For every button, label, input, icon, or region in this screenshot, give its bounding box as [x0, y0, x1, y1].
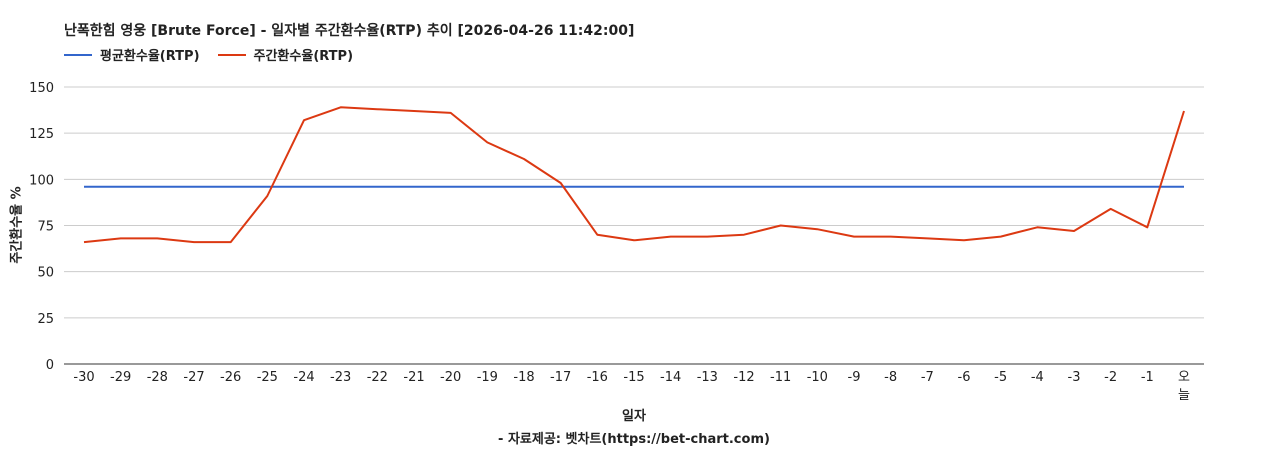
y-tick-label: 75: [37, 220, 54, 235]
x-tick-label: -25: [257, 370, 278, 385]
x-tick-label: -11: [770, 370, 791, 385]
y-tick-label: 150: [29, 81, 54, 96]
legend-swatch-weekly: [217, 53, 246, 56]
y-tick-label: 50: [37, 266, 54, 281]
x-tick-label: -29: [110, 370, 131, 385]
x-axis-title: 일자: [622, 409, 646, 424]
legend-item-average[interactable]: 평균환수율(RTP): [64, 45, 200, 64]
x-tick-label: -4: [1031, 370, 1044, 385]
x-tick-label: -28: [147, 370, 168, 385]
source-note: - 자료제공: 벳차트(https://bet-chart.com): [498, 432, 770, 447]
x-tick-label: -22: [367, 370, 388, 385]
x-tick-label: -21: [403, 370, 424, 385]
x-tick-label: -10: [807, 370, 828, 385]
y-tick-label: 25: [37, 312, 54, 327]
x-tick-label: -24: [293, 370, 314, 385]
y-tick-label: 0: [46, 358, 54, 373]
x-tick-label: -5: [994, 370, 1007, 385]
x-tick-label: -14: [660, 370, 681, 385]
x-tick-label: -8: [884, 370, 897, 385]
x-tick-label: -19: [477, 370, 498, 385]
series-line-weekly: [83, 106, 1185, 244]
x-tick-label: -27: [183, 370, 204, 385]
chart-title: 난폭한힘 영웅 [Brute Force] - 일자별 주간환수율(RTP) 추…: [64, 23, 635, 39]
x-tick-label: -15: [623, 370, 644, 385]
x-tick-label: -13: [697, 370, 718, 385]
x-tick-label: -30: [73, 370, 94, 385]
x-tick-label: -16: [587, 370, 608, 385]
y-tick-labels: 0 25 50 75 100 125 150: [29, 81, 54, 373]
x-tick-label: -6: [958, 370, 971, 385]
x-tick-label: -26: [220, 370, 241, 385]
x-tick-label: -7: [921, 370, 934, 385]
x-tick-label: -2: [1104, 370, 1117, 385]
x-tick-label: -23: [330, 370, 351, 385]
legend-item-weekly[interactable]: 주간환수율(RTP): [217, 45, 354, 64]
legend-swatch-average: [64, 53, 92, 56]
legend: 평균환수율(RTP) 주간환수율(RTP): [64, 45, 371, 64]
legend-label-average: 평균환수율(RTP): [100, 49, 200, 64]
x-tick-labels: -30 -29 -28 -27 -26 -25 -24 -23 -22 -21 -20 -19 -18 -…: [73, 370, 1190, 403]
gridlines: [64, 86, 1204, 365]
y-tick-label: 100: [29, 173, 54, 188]
x-tick-label: -3: [1068, 370, 1081, 385]
x-tick-label: -20: [440, 370, 461, 385]
series-lines: [83, 106, 1185, 244]
x-tick-label: -9: [848, 370, 861, 385]
x-tick-label: -18: [513, 370, 534, 385]
x-tick-label: -12: [733, 370, 754, 385]
y-tick-label: 125: [29, 127, 54, 142]
legend-label-weekly: 주간환수율(RTP): [253, 49, 354, 64]
x-tick-label: -17: [550, 370, 571, 385]
x-tick-label: -1: [1141, 370, 1154, 385]
